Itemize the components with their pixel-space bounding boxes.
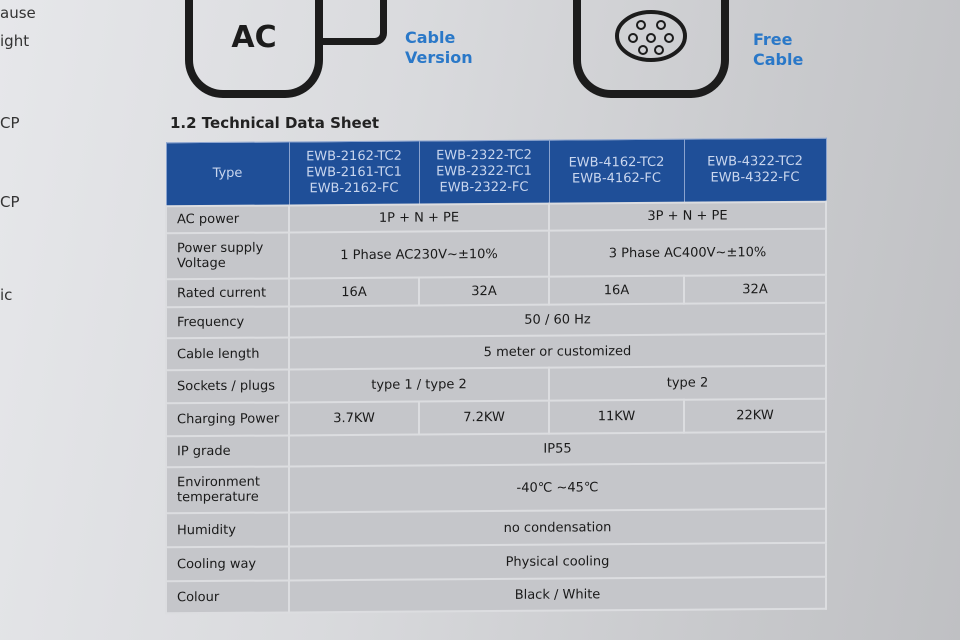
table-row: Cooling way Physical cooling [166,542,826,582]
side-text: ause [0,4,36,22]
model: EWB-2322-TC1 [436,163,532,180]
row-label: Rated current [166,278,289,308]
model: EWB-4162-FC [571,170,661,187]
side-text: ic [0,286,13,304]
cell: type 1 / type 2 [289,367,549,403]
table-row: Humidity no condensation [166,508,826,548]
header-row: Type EWB-2162-TC2 EWB-2161-TC1 EWB-2162-FC… [166,138,826,207]
side-text: ight [0,32,30,50]
socket-icon [573,0,729,98]
cell: 50 / 60 Hz [289,302,826,338]
cell: -40℃ ~45℃ [289,462,826,513]
cell: 32A [684,274,826,304]
cell: 3P + N + PE [549,201,826,231]
cell: Physical cooling [289,542,826,581]
label-line: Free [753,30,793,49]
table-row: Cable length 5 meter or customized [166,333,826,371]
side-text: CP [0,193,20,211]
ac-cable-icon: AC [185,0,323,98]
side-text: CP [0,114,20,132]
table-row: Colour Black / White [166,576,826,614]
model: EWB-2162-TC2 [306,148,402,165]
model: EWB-2162-FC [309,180,399,197]
table-row: Sockets / plugs type 1 / type 2 type 2 [166,365,826,404]
socket-pins-icon [615,10,687,62]
cell: IP55 [289,431,826,467]
cable-handle-icon [320,0,387,45]
cell: 1P + N + PE [289,203,549,233]
cell: 5 meter or customized [289,333,826,370]
model-header: EWB-2322-TC2 EWB-2322-TC1 EWB-2322-FC [419,140,549,205]
cell: 3.7KW [289,401,419,436]
row-label: Power supply Voltage [166,232,289,280]
type-header: Type [166,141,289,207]
model: EWB-4322-FC [710,169,800,186]
row-label: Charging Power [166,402,289,437]
model-header: EWB-4322-TC2 EWB-4322-FC [684,138,826,203]
section-title: 1.2 Technical Data Sheet [170,114,380,132]
row-label: Sockets / plugs [166,369,289,404]
row-label: Frequency [166,306,289,339]
free-cable-label: Free Cable [753,30,803,70]
row-label: Environment temperature [166,466,289,514]
model: EWB-2322-TC2 [436,147,532,164]
cell: no condensation [289,508,826,547]
cell: 32A [419,276,549,306]
table-row: IP grade IP55 [166,431,826,468]
row-label: IP grade [166,435,289,468]
cell: 22KW [684,398,826,433]
label-line: Cable [753,50,804,69]
model: EWB-4162-TC2 [568,154,665,171]
row-label: Colour [166,580,289,614]
model: EWB-2161-TC1 [306,164,402,181]
table-row: Power supply Voltage 1 Phase AC230V~±10% 3… [166,228,826,280]
model-header: EWB-2162-TC2 EWB-2161-TC1 EWB-2162-FC [289,141,419,206]
model: EWB-2322-FC [439,179,529,196]
cell: 1 Phase AC230V~±10% [289,230,549,279]
cell: Black / White [289,576,826,613]
table-row: Frequency 50 / 60 Hz [166,302,826,339]
label-line: Version [405,48,473,67]
technical-data-table: Type EWB-2162-TC2 EWB-2161-TC1 EWB-2162-FC… [165,138,827,615]
cell: 11KW [549,399,684,434]
cell: 16A [289,277,419,307]
model: EWB-4322-TC2 [707,153,803,170]
table-row: Environment temperature -40℃ ~45℃ [166,462,826,514]
row-label: Cable length [166,337,289,371]
cell: 3 Phase AC400V~±10% [549,228,826,277]
row-label: Humidity [166,512,289,548]
cell: 7.2KW [419,400,549,435]
cable-version-label: Cable Version [405,28,473,68]
table-row: Charging Power 3.7KW 7.2KW 11KW 22KW [166,398,826,437]
label-line: Cable [405,28,456,47]
cell: type 2 [549,365,826,401]
row-label: Cooling way [166,546,289,582]
row-label: AC power [166,205,289,234]
ac-glyph: AC [231,20,277,55]
cell: 16A [549,275,684,305]
model-header: EWB-4162-TC2 EWB-4162-FC [549,139,684,204]
